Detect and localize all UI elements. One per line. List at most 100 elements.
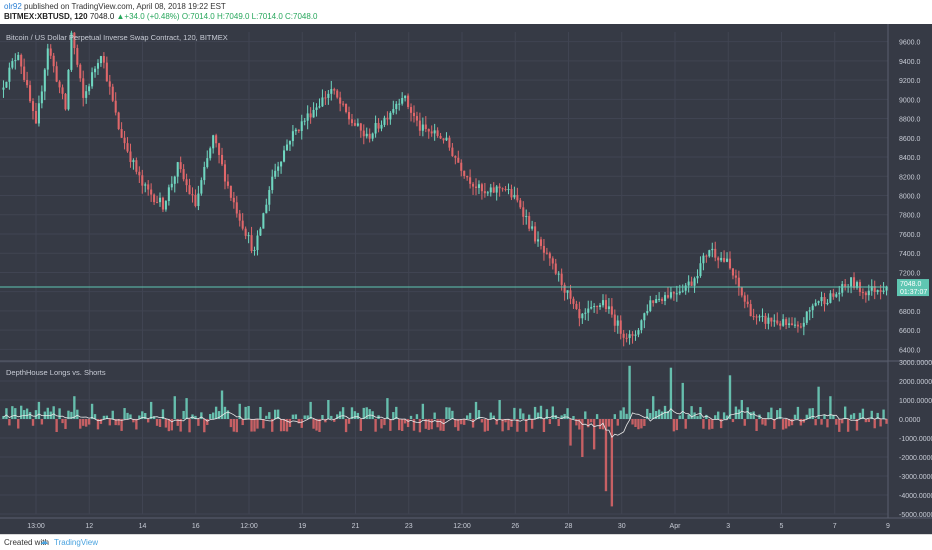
osc-bar [102,415,106,419]
candle-body [336,90,339,98]
candle-body [220,154,224,165]
candle-body [575,303,578,309]
osc-bar [380,419,383,429]
tradingview-link[interactable]: TradingView [54,538,99,547]
osc-bar [126,412,129,419]
candle-body [67,69,70,110]
candle-body [309,113,312,118]
chart-svg[interactable]: 9600.0 9400.0 9200.0 9000.0 8800.0 8600.0 8400… [0,24,932,534]
osc-bar [687,414,690,419]
osc-bar [285,419,289,432]
osc-bar [11,406,14,419]
osc-bar [129,414,132,419]
osc-bar [294,414,298,419]
osc-bar [885,419,888,424]
osc-bar [327,400,330,419]
osc-bar [781,419,785,430]
osc-bar [214,406,218,419]
candle-body [215,135,218,144]
osc-bar [501,419,504,432]
osc-bar [539,405,543,419]
author-link[interactable]: olr92 [4,2,22,11]
osc-bar [799,419,803,426]
osc-bar [755,419,758,431]
candle-body [386,117,389,120]
current-price-box [897,279,929,297]
candle-body [442,138,445,141]
candle-body [229,185,232,198]
candle-body [156,202,159,204]
osc-bar [111,410,114,419]
osc-bar [587,419,590,428]
osc-bar [427,419,430,430]
osc-bar [338,411,342,419]
chart-area[interactable]: 9600.0 9400.0 9200.0 9000.0 8800.0 8600.0 8400… [0,24,932,534]
osc-bar [217,411,221,419]
candle-body [392,109,395,113]
osc-bar [666,411,670,419]
candle-body [407,95,410,108]
candle-body [427,129,430,132]
osc-bar [672,419,676,432]
candle-body [147,184,150,190]
candle-body [88,86,91,92]
candle-body [164,201,167,210]
candle-body [410,107,413,113]
candle-body [492,187,495,193]
osc-bar [392,412,395,419]
candle-body [14,60,17,62]
candle-body [867,290,870,296]
osc-bar [25,408,29,419]
candle-body [288,141,291,145]
osc-bar [253,419,256,432]
osc-bar [144,413,147,419]
osc-bar [616,419,619,426]
price-tick-label: 8800.0 [899,117,921,124]
osc-bar [52,406,55,419]
candle-body [167,187,170,202]
price-tick-label: 9400.0 [899,59,921,66]
candle-body [587,308,590,313]
price-tick-label: 7200.0 [899,270,921,277]
osc-bar [465,415,469,419]
osc-tick-label: -4000.0000 [899,493,932,500]
candle-body [274,170,277,177]
osc-bar [882,409,885,419]
countdown-label: 01:37:07 [900,289,927,296]
candle-body [173,176,176,184]
symbol-label: BITMEX:XBTUSD, 120 [4,12,88,21]
candle-body [218,143,221,155]
osc-bar [584,411,587,419]
candle-body [43,69,46,92]
osc-bar [262,419,265,429]
candle-body [58,81,61,88]
candle-body [581,313,584,319]
osc-tick-label: -5000.0000 [899,512,932,519]
candle-body [796,324,799,327]
time-tick-label: 30 [618,523,626,530]
osc-bar [835,419,838,425]
osc-bar [108,419,111,426]
osc-bar [70,411,73,419]
tradingview-logo-icon: ☁ [40,537,48,546]
candle-body [510,189,513,198]
candle-body [327,93,330,98]
candle-body [808,310,811,312]
osc-bar [120,419,123,431]
osc-bar [442,419,445,432]
osc-bar [259,406,262,419]
candle-body [259,228,262,236]
osc-bar [752,411,755,419]
publish-info: published on TradingView.com, April 08, … [24,2,226,11]
candle-body [761,315,764,317]
candle-body [253,250,256,252]
chart-footer: Created with ☁ TradingView [0,534,932,550]
osc-bar [681,382,684,419]
candle-body [188,185,191,195]
osc-bar [808,408,811,419]
osc-bar [684,419,687,429]
osc-bar [64,419,67,429]
osc-bar [719,419,723,429]
candle-body [439,135,442,139]
osc-bar [841,419,844,424]
